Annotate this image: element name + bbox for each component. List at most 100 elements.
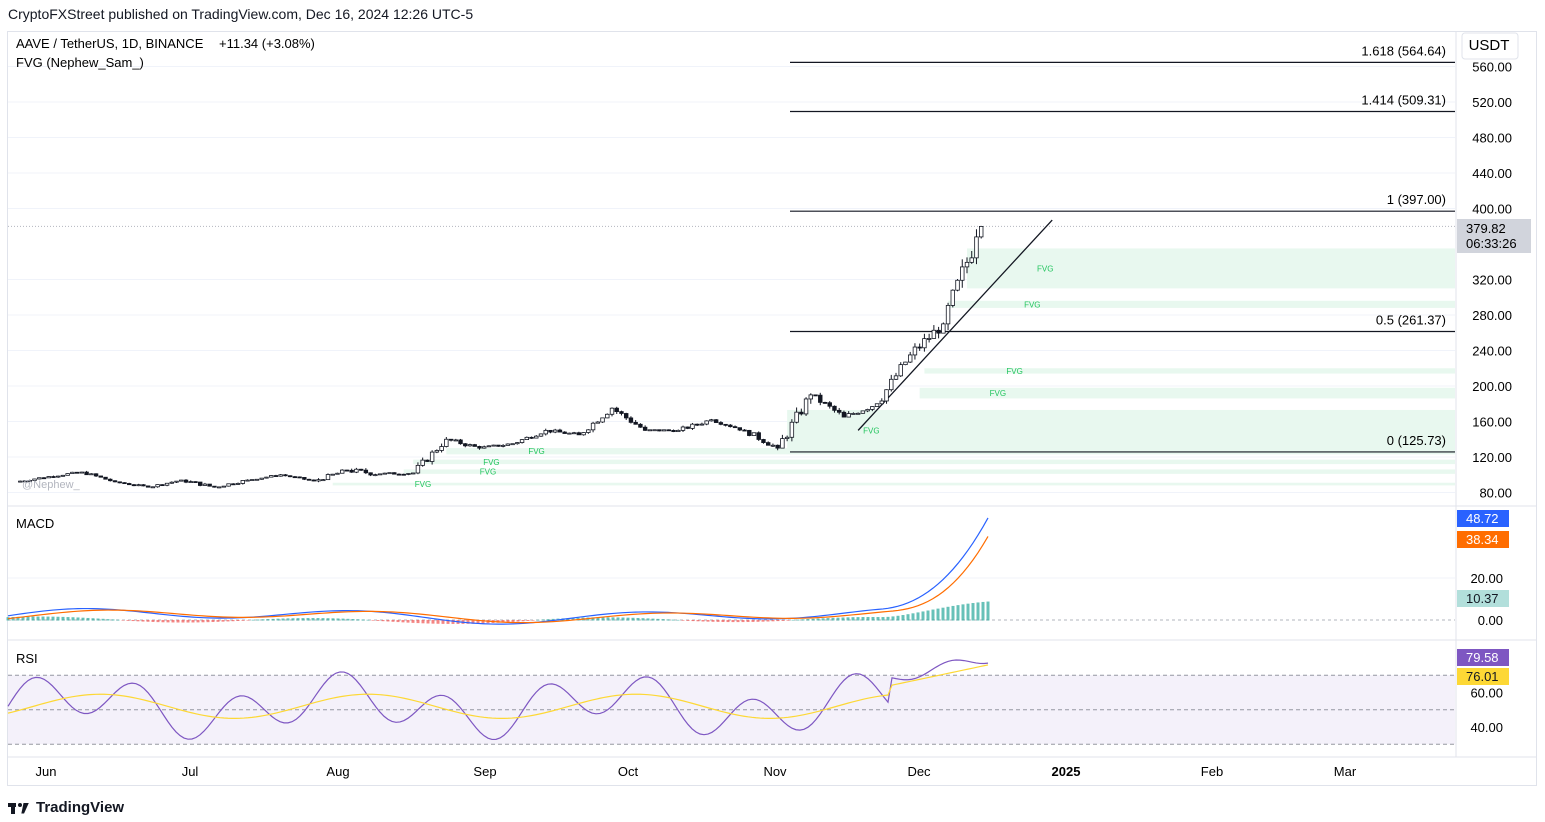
fib-label: 1.618 (564.64) (1361, 43, 1446, 58)
time-tick-label: 2025 (1052, 764, 1081, 779)
macd-histogram-bar (566, 618, 570, 621)
macd-histogram-bar (141, 620, 145, 622)
signal-value-tag: 38.34 (1466, 532, 1499, 547)
candle-body (926, 338, 932, 340)
candle-body (496, 444, 501, 447)
macd-histogram-bar (731, 620, 735, 623)
macd-histogram-bar (811, 618, 815, 621)
macd-histogram-bar (866, 616, 870, 621)
tradingview-logo-icon (8, 801, 30, 815)
candle-body (964, 261, 970, 268)
macd-histogram-bar (106, 619, 110, 621)
candle-body (586, 429, 591, 433)
candle-body (794, 411, 799, 423)
macd-histogram-bar (766, 620, 770, 622)
candle-body (131, 484, 137, 487)
macd-histogram-bar (701, 620, 705, 622)
macd-histogram-bar (736, 620, 740, 623)
macd-histogram-bar (976, 602, 980, 621)
watermark: @Nephew_ (22, 479, 81, 491)
candle-body (728, 424, 733, 428)
candle-body (874, 403, 880, 407)
time-tick-label: Sep (473, 764, 496, 779)
candle-body (945, 305, 951, 325)
candle-body (325, 474, 331, 481)
candle-body (127, 483, 132, 486)
candle-body (898, 364, 903, 377)
candle-body (803, 398, 809, 415)
currency-label: USDT (1469, 37, 1510, 54)
footer-brand[interactable]: TradingView (8, 799, 124, 816)
macd-histogram-bar (816, 618, 820, 621)
candle-body (624, 413, 629, 419)
macd-histogram-bar (41, 616, 45, 621)
macd-histogram-bar (881, 617, 885, 621)
candle-body (74, 471, 80, 474)
candle-body (406, 473, 411, 475)
candle-body (486, 445, 492, 448)
candle-body (89, 473, 94, 476)
candle-body (519, 439, 525, 443)
macd-histogram-bar (116, 619, 120, 621)
candle-body (534, 435, 539, 439)
candle-body (789, 421, 795, 438)
candle-body (240, 480, 245, 484)
symbol-legend: AAVE / TetherUS, 1D, BINANCE (16, 36, 204, 51)
publish-header: CryptoFXStreet published on TradingView.… (8, 6, 474, 22)
candle-body (780, 438, 785, 449)
candle-body (444, 438, 449, 447)
candle-body (628, 417, 634, 423)
candle-body (590, 422, 596, 431)
macd-histogram-bar (986, 601, 990, 621)
candle-body (699, 423, 705, 426)
candle-body (893, 375, 899, 380)
macd-histogram-bar (681, 620, 685, 621)
fvg-label: FVG (1006, 367, 1022, 376)
macd-histogram-bar (281, 618, 285, 621)
candle-body (538, 433, 544, 437)
time-tick-label: Dec (907, 764, 931, 779)
candle-body (46, 476, 51, 479)
price-tick-label: 480.00 (1472, 131, 1512, 146)
macd-histogram-bar (221, 620, 225, 622)
candle-body (429, 451, 435, 462)
macd-histogram-bar (191, 620, 195, 623)
candle-body (870, 406, 875, 410)
candle-body (150, 486, 156, 489)
macd-histogram-bar (831, 617, 835, 621)
candle-body (775, 444, 780, 449)
candle-body (576, 432, 582, 436)
candle-body (969, 257, 974, 263)
macd-histogram-bar (201, 620, 205, 623)
candle-body (756, 432, 761, 440)
rsi-line (7, 659, 989, 741)
candle-body (160, 484, 165, 487)
candle-body (458, 439, 463, 445)
price-tick-label: 440.00 (1472, 166, 1512, 181)
macd-histogram-bar (321, 618, 325, 621)
change-legend: +11.34 (+3.08%) (219, 36, 315, 51)
macd-histogram-bar (246, 620, 250, 621)
fvg-zone (919, 387, 1455, 399)
candle-body (231, 483, 236, 486)
candle-body (605, 413, 610, 419)
macd-histogram-bar (926, 610, 930, 621)
candle-body (529, 436, 534, 439)
candle-body (387, 472, 392, 475)
candle-body (742, 429, 747, 432)
macd-histogram-bar (686, 620, 690, 621)
macd-histogram-bar (471, 620, 475, 624)
candle-body (979, 226, 984, 238)
macd-histogram-bar (11, 616, 15, 621)
rsi-tick-label: 60.00 (1470, 686, 1503, 701)
macd-histogram-bar (166, 620, 170, 623)
candle-body (79, 471, 85, 474)
macd-histogram-bar (511, 620, 515, 622)
macd-histogram-bar (931, 609, 935, 621)
fvg-label: FVG (528, 447, 544, 456)
macd-histogram-bar (271, 618, 275, 621)
currency-box (1461, 32, 1519, 60)
macd-histogram-bar (796, 619, 800, 621)
candle-body (401, 473, 406, 476)
